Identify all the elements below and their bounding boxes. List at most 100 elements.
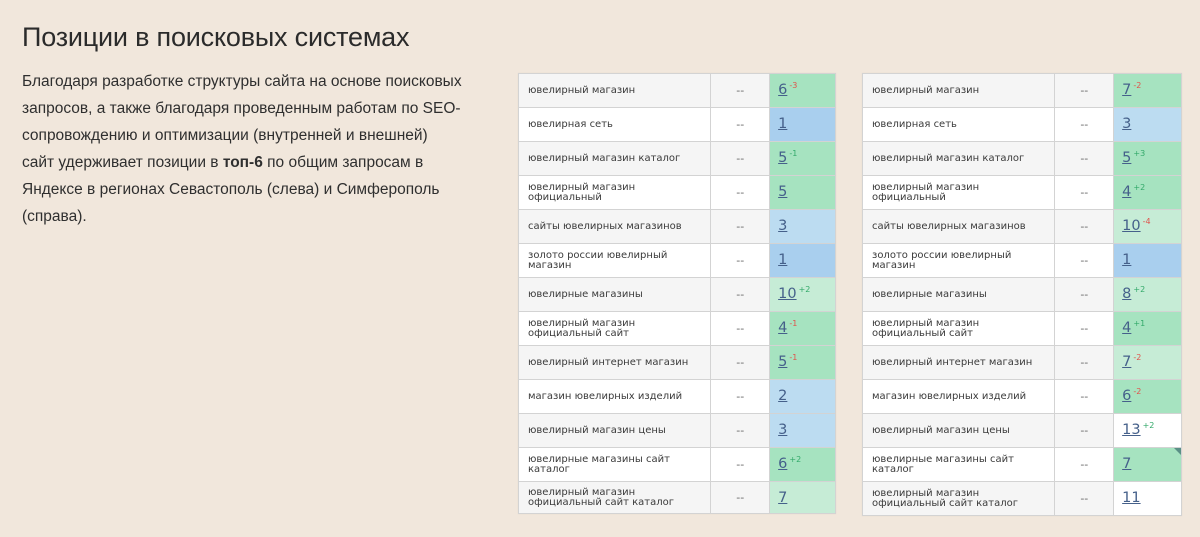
query-cell: ювелирный магазин официальный сайт катал…	[861, 481, 1056, 516]
position-change: -3	[789, 80, 798, 90]
query-cell: ювелирный интернет магазин	[517, 345, 712, 380]
position-link[interactable]: 4	[1122, 184, 1132, 200]
position-link[interactable]: 5	[778, 184, 788, 200]
previous-position-cell: --	[1054, 277, 1115, 312]
position-link[interactable]: 1	[1122, 252, 1132, 268]
previous-position-cell: --	[710, 447, 771, 482]
position-cell: 1	[769, 243, 836, 278]
position-cell: 7 -2	[1113, 345, 1182, 380]
table-row: ювелирные магазины сайт каталог -- 7	[861, 447, 1182, 482]
previous-position-cell: --	[1054, 141, 1115, 176]
position-change: +2	[1133, 182, 1146, 192]
position-link[interactable]: 3	[778, 218, 788, 234]
position-link[interactable]: 4	[778, 320, 788, 336]
position-cell: 5 +3	[1113, 141, 1182, 176]
query-cell: ювелирный магазин официальный сайт	[861, 311, 1056, 346]
position-link[interactable]: 8	[1122, 286, 1132, 302]
position-cell: 10 -4	[1113, 209, 1182, 244]
previous-position-cell: --	[1054, 243, 1115, 278]
query-cell: золото россии ювелирный магазин	[517, 243, 712, 278]
table-row: ювелирный магазин каталог -- 5 -1	[517, 141, 836, 176]
position-change: -1	[789, 352, 798, 362]
table-row: сайты ювелирных магазинов -- 10 -4	[861, 209, 1182, 244]
previous-position-cell: --	[1054, 413, 1115, 448]
table-row: золото россии ювелирный магазин -- 1	[517, 243, 836, 278]
previous-position-cell: --	[710, 107, 771, 142]
position-change: +2	[1142, 420, 1155, 430]
previous-position-cell: --	[710, 141, 771, 176]
previous-position-cell: --	[710, 481, 771, 514]
position-cell: 8 +2	[1113, 277, 1182, 312]
previous-position-cell: --	[710, 277, 771, 312]
table-row: ювелирный магазин официальный сайт катал…	[517, 481, 836, 514]
previous-position-cell: --	[1054, 107, 1115, 142]
position-change: +3	[1133, 148, 1146, 158]
previous-position-cell: --	[1054, 209, 1115, 244]
position-link[interactable]: 5	[778, 354, 788, 370]
query-cell: ювелирный магазин официальный сайт катал…	[517, 481, 712, 514]
query-cell: ювелирная сеть	[517, 107, 712, 142]
position-change: +1	[1133, 318, 1146, 328]
table-row: ювелирный магазин официальный -- 5	[517, 175, 836, 210]
position-link[interactable]: 1	[778, 252, 788, 268]
table-row: ювелирный магазин официальный сайт -- 4 +1	[861, 311, 1182, 346]
previous-position-cell: --	[710, 73, 771, 108]
position-link[interactable]: 5	[1122, 150, 1132, 166]
table-row: ювелирный магазин цены -- 3	[517, 413, 836, 448]
position-cell: 3	[769, 209, 836, 244]
query-cell: ювелирный магазин официальный	[517, 175, 712, 210]
query-cell: ювелирный магазин каталог	[517, 141, 712, 176]
description-text: Благодаря разработке структуры сайта на …	[22, 68, 462, 230]
page-title: Позиции в поисковых системах	[22, 22, 410, 52]
position-link[interactable]: 3	[778, 422, 788, 438]
position-link[interactable]: 11	[1122, 490, 1141, 506]
previous-position-cell: --	[1054, 447, 1115, 482]
position-cell: 5	[769, 175, 836, 210]
table-row: ювелирный магазин каталог -- 5 +3	[861, 141, 1182, 176]
table-row: ювелирные магазины сайт каталог -- 6 +2	[517, 447, 836, 482]
previous-position-cell: --	[1054, 481, 1115, 516]
previous-position-cell: --	[710, 209, 771, 244]
position-link[interactable]: 3	[1122, 116, 1132, 132]
query-cell: сайты ювелирных магазинов	[861, 209, 1056, 244]
position-link[interactable]: 2	[778, 388, 788, 404]
position-link[interactable]: 4	[1122, 320, 1132, 336]
position-link[interactable]: 7	[1122, 354, 1132, 370]
table-row: ювелирная сеть -- 1	[517, 107, 836, 142]
position-link[interactable]: 7	[1122, 82, 1132, 98]
position-link[interactable]: 5	[778, 150, 788, 166]
position-link[interactable]: 13	[1122, 422, 1141, 438]
query-cell: ювелирный магазин каталог	[861, 141, 1056, 176]
table-row: магазин ювелирных изделий -- 2	[517, 379, 836, 414]
position-link[interactable]: 10	[1122, 218, 1141, 234]
position-cell: 6 -2	[1113, 379, 1182, 414]
query-cell: ювелирный интернет магазин	[861, 345, 1056, 380]
position-link[interactable]: 6	[778, 82, 788, 98]
position-cell: 2	[769, 379, 836, 414]
query-cell: ювелирный магазин цены	[517, 413, 712, 448]
position-link[interactable]: 1	[778, 116, 788, 132]
position-link[interactable]: 7	[778, 490, 788, 506]
table-row: ювелирный магазин официальный -- 4 +2	[861, 175, 1182, 210]
position-link[interactable]: 10	[778, 286, 797, 302]
position-change: -1	[789, 318, 798, 328]
previous-position-cell: --	[1054, 379, 1115, 414]
position-link[interactable]: 6	[778, 456, 788, 472]
table-row: ювелирный магазин официальный сайт катал…	[861, 481, 1182, 516]
position-link[interactable]: 7	[1122, 456, 1132, 472]
previous-position-cell: --	[710, 311, 771, 346]
query-cell: ювелирный магазин официальный сайт	[517, 311, 712, 346]
positions-table-simferopol: ювелирный магазин -- 7 -2 ювелирная сеть -- 3 ю…	[861, 73, 1182, 516]
query-cell: ювелирный магазин	[517, 73, 712, 108]
previous-position-cell: --	[1054, 345, 1115, 380]
previous-position-cell: --	[1054, 311, 1115, 346]
table-row: магазин ювелирных изделий -- 6 -2	[861, 379, 1182, 414]
query-cell: золото россии ювелирный магазин	[861, 243, 1056, 278]
table-row: ювелирный магазин -- 6 -3	[517, 73, 836, 108]
table-row: ювелирные магазины -- 10 +2	[517, 277, 836, 312]
previous-position-cell: --	[710, 379, 771, 414]
position-link[interactable]: 6	[1122, 388, 1132, 404]
table-row: ювелирная сеть -- 3	[861, 107, 1182, 142]
position-cell: 1	[1113, 243, 1182, 278]
position-change: -2	[1133, 352, 1142, 362]
